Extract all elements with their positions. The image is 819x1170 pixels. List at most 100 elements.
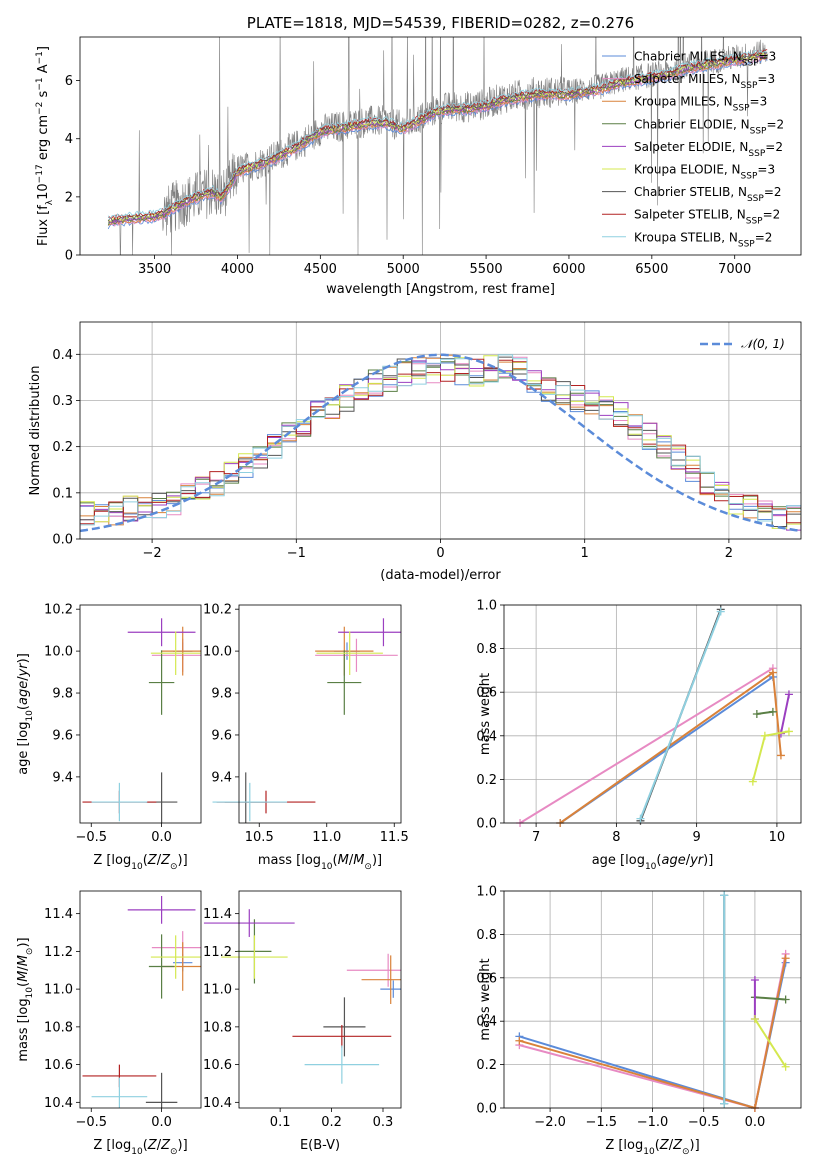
- mass-vs-Z-points: [82, 895, 201, 1108]
- mass-vs-Z-axes: −0.5 0.0 10.4 10.6 10.8 11.0 11.2 11.4: [44, 891, 201, 1130]
- x-tick-label: 0.2: [321, 1115, 342, 1130]
- weight-marker: [636, 814, 645, 823]
- age-vs-Z-frame: [79, 604, 202, 824]
- y-tick-label: 11.4: [44, 907, 73, 922]
- weight-vs-Z-x-label: Z [log10(Z/Z⊙)]: [605, 1138, 699, 1157]
- y-tick-label: 9.6: [211, 728, 232, 743]
- age-vs-mass-x-label: mass [log10(M/M⊙)]: [258, 853, 382, 872]
- y-tick-label: 0.8: [476, 642, 497, 657]
- histogram-group: [80, 353, 801, 534]
- x-tick-label: −2: [143, 546, 162, 561]
- x-tick-label: 10.5: [245, 830, 274, 845]
- x-tick-label: 0.0: [151, 1115, 172, 1130]
- y-tick-label: 9.8: [211, 687, 232, 702]
- x-tick-label: −1.5: [586, 1115, 618, 1130]
- x-tick-label: 5500: [470, 262, 503, 277]
- spectrum-y-label: Flux [fλ10−17 erg cm−2 s−1 A−1]: [35, 46, 55, 246]
- y-tick-label: 0.0: [476, 817, 497, 832]
- x-tick-label: 1: [581, 546, 589, 561]
- legend-entry: Chabrier STELIB, NSSP=2: [634, 185, 782, 204]
- x-tick-label: 10: [769, 830, 786, 845]
- y-tick-label: 0.2: [476, 1058, 497, 1073]
- y-tick-label: 9.4: [52, 770, 73, 785]
- y-tick-label: 10.6: [203, 1058, 232, 1073]
- y-tick-label: 0.4: [476, 729, 497, 744]
- x-tick-label: 8: [612, 830, 620, 845]
- weight-marker: [776, 751, 785, 760]
- y-tick-label: 4: [65, 132, 73, 147]
- mass-vs-Z-y-label: mass [log10(M/M⊙)]: [16, 937, 35, 1061]
- x-tick-label: −0.5: [75, 1115, 107, 1130]
- x-tick-label: −1.0: [637, 1115, 669, 1130]
- weight-line: [754, 1018, 787, 1068]
- weight-marker: [515, 1036, 524, 1045]
- weight-line: [519, 667, 774, 824]
- y-tick-label: 10.0: [203, 645, 232, 660]
- y-tick-label: 9.8: [52, 687, 73, 702]
- y-tick-label: 11.2: [44, 945, 73, 960]
- x-tick-label: 4000: [221, 262, 254, 277]
- y-tick-label: 0.2: [476, 773, 497, 788]
- x-tick-label: 0.0: [745, 1115, 766, 1130]
- x-tick-label: 7: [532, 830, 540, 845]
- x-tick-label: 4500: [304, 262, 337, 277]
- x-tick-label: 0.3: [373, 1115, 394, 1130]
- y-tick-label: 0.4: [52, 348, 73, 363]
- weight-marker: [748, 777, 757, 786]
- weight-marker: [781, 1062, 790, 1071]
- age-vs-Z-axes: −0.5 0.0 9.4 9.6 9.8 10.0 10.2: [44, 603, 201, 845]
- y-tick-label: 0.1: [52, 486, 73, 501]
- weight-line: [639, 611, 722, 819]
- x-tick-label: −0.5: [75, 830, 107, 845]
- legend-entry: 𝒩(0, 1): [741, 337, 785, 351]
- x-tick-label: 0.1: [270, 1115, 291, 1130]
- y-tick-label: 0.6: [476, 971, 497, 986]
- y-tick-label: 9.6: [52, 728, 73, 743]
- weight-marker: [768, 707, 777, 716]
- spectrum-frame: [79, 36, 802, 256]
- weight-vs-age-axes: 7 8 9 10 0.0 0.2 0.4 0.6 0.8 1.0: [476, 599, 801, 845]
- residual-histogram: [80, 358, 801, 525]
- normal-curve: [80, 353, 801, 533]
- y-tick-label: 10.0: [44, 645, 73, 660]
- weight-marker: [720, 1099, 729, 1108]
- age-vs-Z-y-label: age [log10(age/yr)]: [16, 653, 35, 775]
- weight-marker: [784, 690, 793, 699]
- legend-entry: Salpeter MILES, NSSP=3: [634, 72, 775, 91]
- weight-vs-age-frame: [503, 604, 802, 824]
- weight-vs-Z-y-label: mass weight: [478, 958, 493, 1040]
- age-vs-Z-points: [82, 618, 201, 823]
- x-tick-label: 11.5: [380, 830, 409, 845]
- y-tick-label: 0.4: [476, 1015, 497, 1030]
- weight-marker: [752, 710, 761, 718]
- x-tick-label: −0.5: [688, 1115, 720, 1130]
- weight-marker: [781, 995, 790, 1004]
- x-tick-label: 6000: [552, 262, 585, 277]
- weight-vs-Z-frame: [503, 890, 802, 1109]
- model-spectrum-line: [107, 49, 768, 220]
- mass-vs-Z-frame: [79, 890, 202, 1109]
- x-tick-label: −2.0: [534, 1115, 566, 1130]
- y-tick-label: 10.4: [44, 1096, 73, 1111]
- y-tick-label: 1.0: [476, 599, 497, 614]
- y-tick-label: 0.0: [476, 1102, 497, 1117]
- legend-entry: Kroupa MILES, NSSP=3: [634, 95, 767, 114]
- age-vs-mass-axes: 10.5 11.0 11.5 9.4 9.6 9.8 10.0 10.2: [203, 603, 409, 845]
- x-tick-label: 0: [436, 546, 444, 561]
- weight-vs-age-y-label: mass weight: [478, 673, 493, 755]
- weight-marker: [768, 668, 777, 677]
- weight-vs-age-x-label: age [log10(age/yr)]: [592, 853, 714, 872]
- figure-title: PLATE=1818, MJD=54539, FIBERID=0282, z=0…: [247, 14, 634, 32]
- age-vs-mass-frame: [238, 604, 402, 824]
- legend-entry: Kroupa STELIB, NSSP=2: [634, 230, 772, 249]
- legend-entry: Kroupa ELODIE, NSSP=3: [634, 163, 775, 182]
- x-tick-label: 0.0: [151, 830, 172, 845]
- y-tick-label: 11.0: [203, 983, 232, 998]
- x-tick-label: 9: [693, 830, 701, 845]
- model-spectrum-line: [107, 50, 768, 222]
- spectrum-x-label: wavelength [Angstrom, rest frame]: [326, 282, 555, 297]
- y-tick-label: 1.0: [476, 885, 497, 900]
- y-tick-label: 11.2: [203, 945, 232, 960]
- y-tick-label: 0.8: [476, 928, 497, 943]
